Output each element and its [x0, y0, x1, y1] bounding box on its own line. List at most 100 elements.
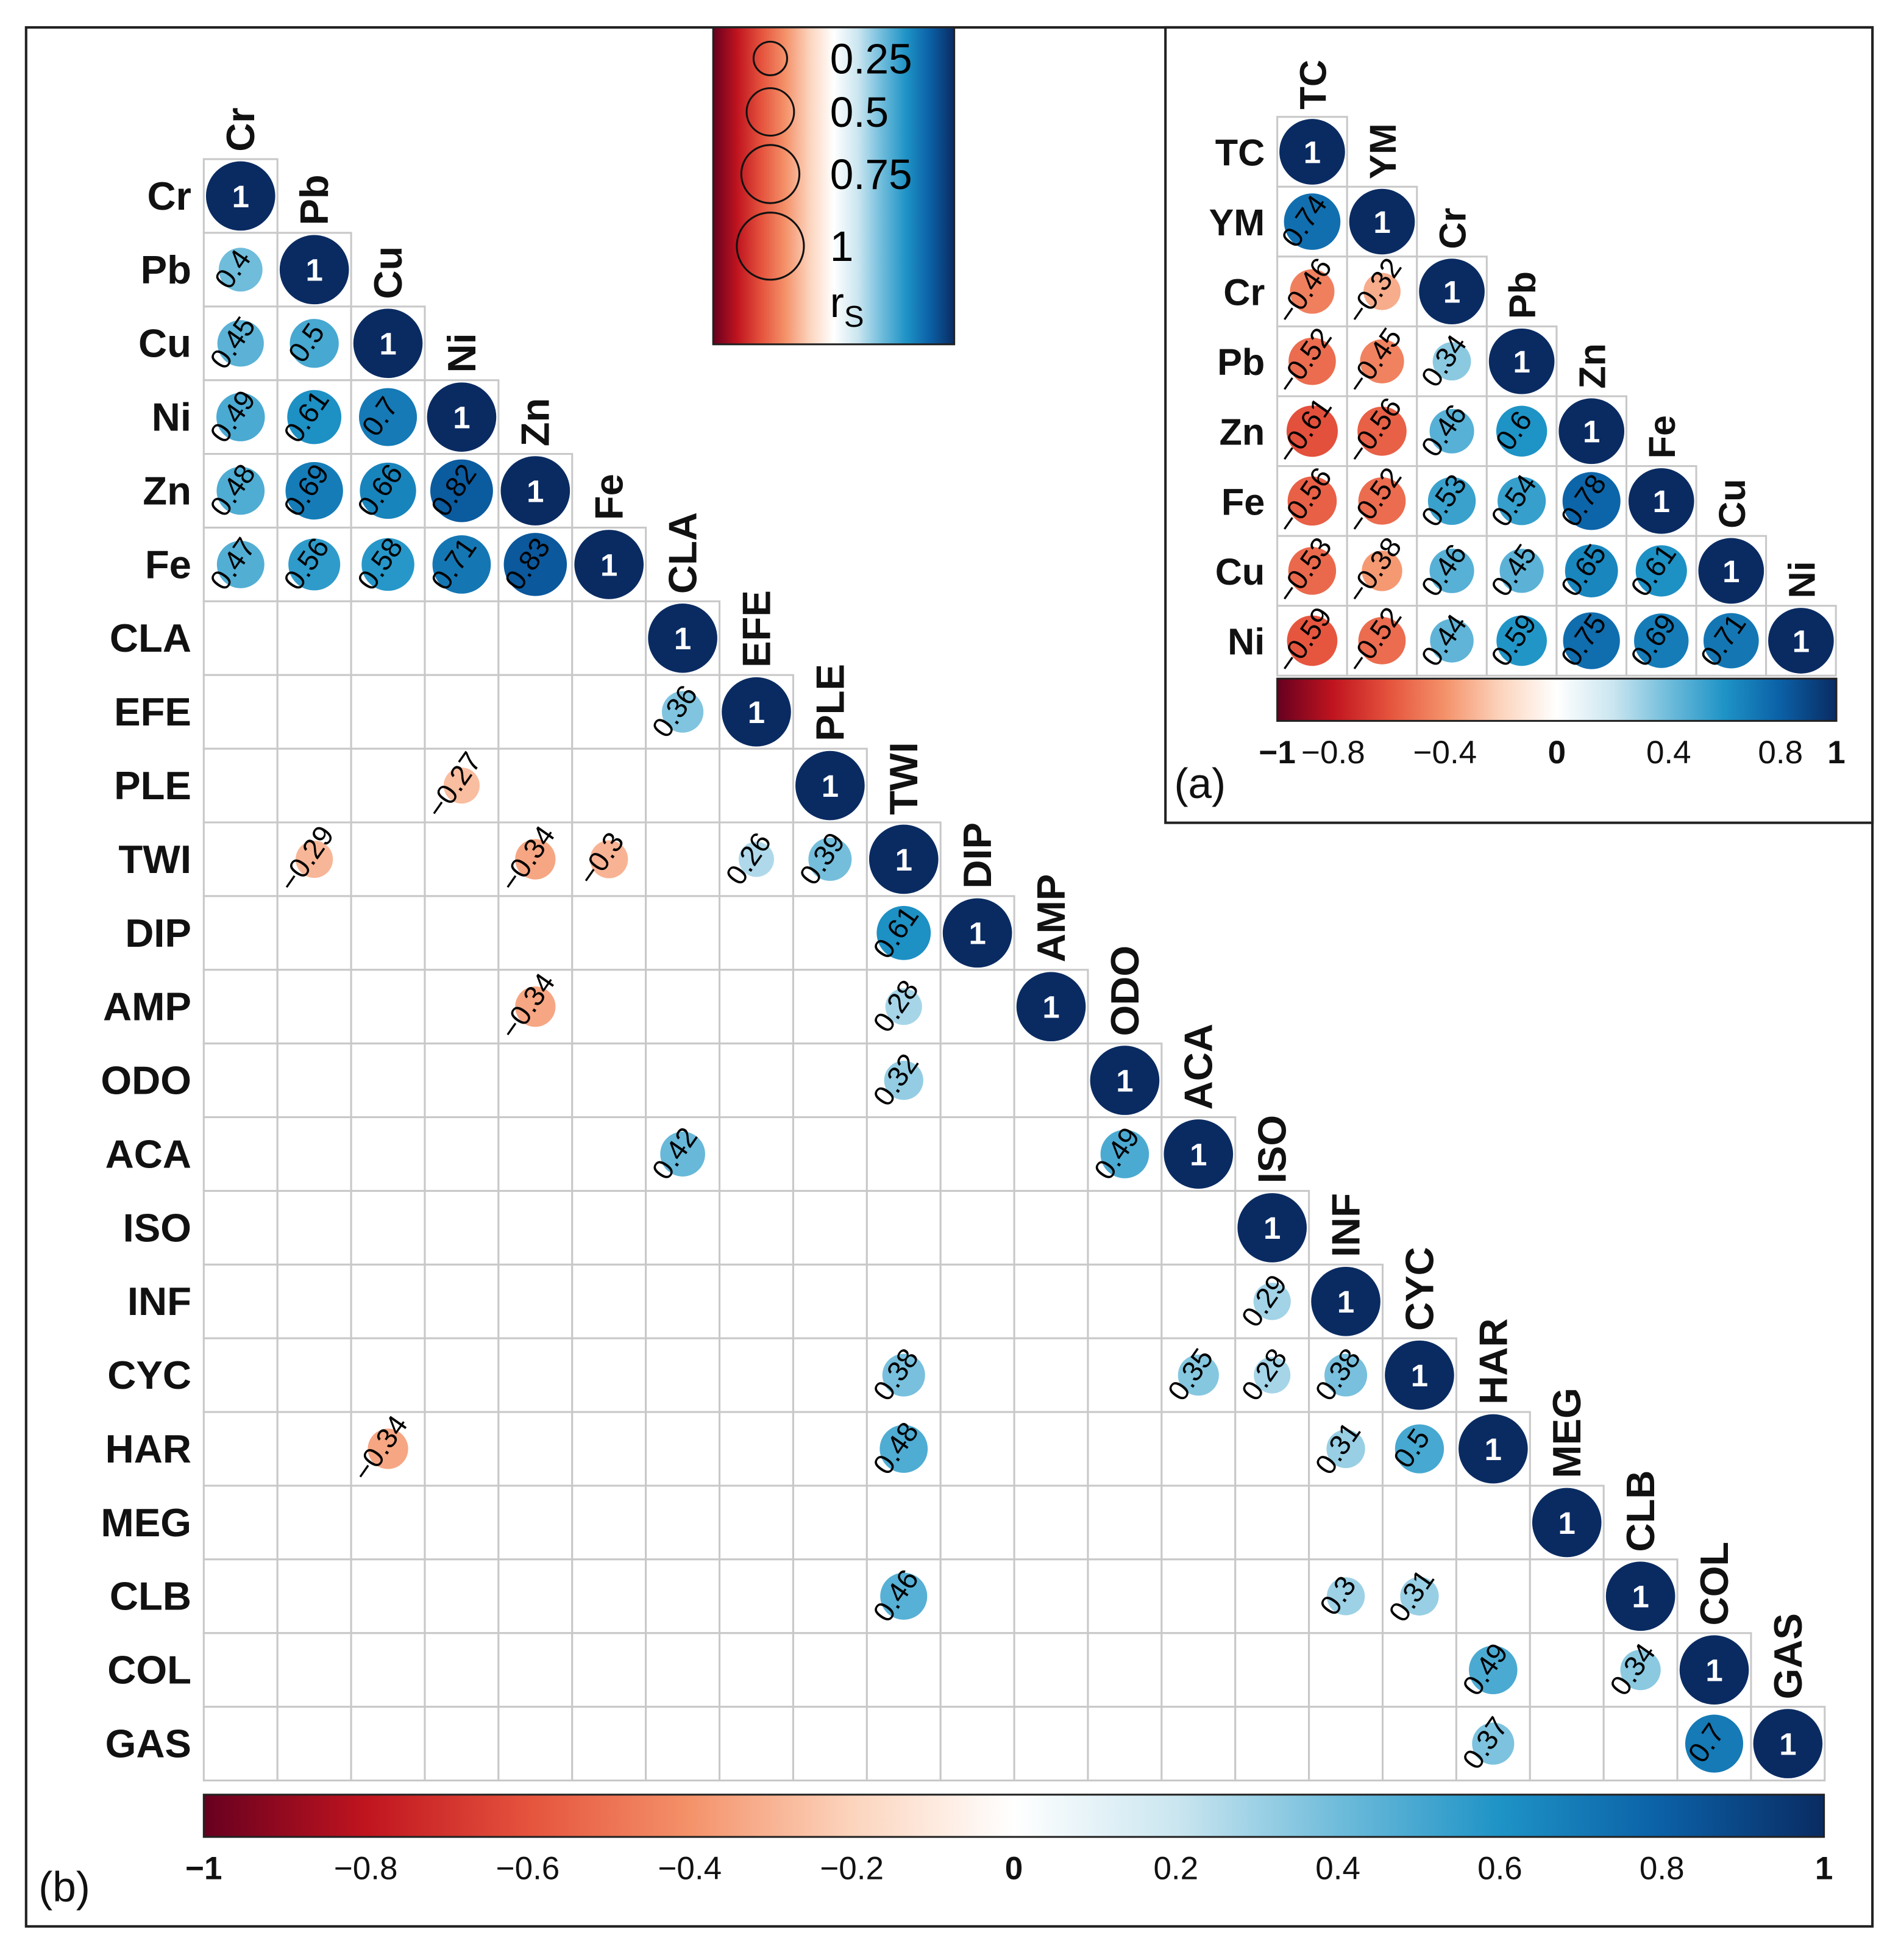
colorbar-tick-label: 0 [1005, 1850, 1023, 1886]
grid-cell [719, 1706, 794, 1782]
diagonal-circle [427, 382, 497, 452]
grid-cell [792, 1116, 868, 1192]
diagonal-value: 1 [1304, 135, 1321, 169]
size-legend-label: 0.25 [830, 35, 912, 82]
correlation-circle [1324, 1353, 1368, 1397]
colorbar-tick-label: −1 [1259, 735, 1295, 771]
colorbar-tick-label: 1 [1815, 1850, 1833, 1886]
grid-cell [571, 1189, 647, 1266]
grid-cell [424, 1116, 500, 1192]
row-label-twi: TWI [118, 837, 191, 882]
grid-cell [571, 969, 647, 1045]
panel-a-inset-correlation-matrix: TC TC YM YM Cr Cr Pb Pb Zn Zn Fe Fe Cu Cu Ni Ni 1 1 1 1 1 1 1 1… [1164, 26, 1874, 824]
diagonal-circle [1488, 328, 1555, 394]
correlation-circle [290, 319, 339, 368]
colorbar-tick-label: 0.8 [1640, 1850, 1685, 1886]
grid-cell [645, 969, 721, 1045]
correlation-circle [1498, 477, 1546, 526]
correlation-circle [1429, 408, 1474, 454]
column-label-cla: CLA [661, 512, 705, 594]
column-label-aca: ACA [1176, 1024, 1221, 1110]
grid-cell [202, 1411, 279, 1487]
colorbar-tick-label: 0.4 [1315, 1850, 1360, 1886]
grid-cell [424, 1263, 500, 1339]
grid-cell [792, 895, 868, 971]
row-label-ym: YM [1209, 202, 1265, 243]
grid-cell [350, 1706, 426, 1782]
grid-cell [645, 1484, 721, 1561]
correlation-circle [1326, 1577, 1365, 1616]
panel-label: (a) [1174, 760, 1226, 807]
grid-cell [571, 1632, 647, 1708]
grid-cell [424, 1632, 500, 1708]
grid-cell [497, 1042, 574, 1119]
column-label-iso: ISO [1250, 1115, 1295, 1183]
diagonal-circle [353, 308, 423, 379]
diagonal-circle [1768, 608, 1834, 674]
correlation-circle [1357, 406, 1407, 456]
grid-cell [792, 1263, 868, 1339]
colorbar-tick-label: −1 [185, 1850, 222, 1886]
grid-cell [865, 1116, 942, 1192]
diagonal-circle [1532, 1488, 1602, 1558]
grid-cell [276, 1042, 352, 1119]
grid-cell [497, 895, 574, 971]
grid-cell [719, 1263, 794, 1339]
grid-cell [497, 747, 574, 824]
grid-cell [202, 821, 279, 897]
row-label-gas: GAS [105, 1722, 191, 1766]
grid-cell [276, 1116, 352, 1192]
grid-cell [719, 895, 794, 971]
row-label-odo: ODO [101, 1058, 191, 1103]
grid-cell [350, 1116, 426, 1192]
grid-cell [276, 895, 352, 971]
diagonal-value: 1 [1558, 1506, 1576, 1541]
grid-cell [645, 747, 721, 824]
grid-cell [792, 1706, 868, 1782]
grid-cell [1308, 1706, 1384, 1782]
row-label-col: COL [107, 1648, 191, 1692]
row-label-ni: Ni [1228, 621, 1265, 662]
grid-cell [645, 1411, 721, 1487]
diagonal-value: 1 [1513, 344, 1530, 379]
grid-cell [276, 674, 352, 750]
grid-cell [350, 895, 426, 971]
correlation-circle [1100, 1130, 1149, 1178]
column-label-pb: Pb [292, 174, 336, 225]
grid-cell [424, 1337, 500, 1413]
grid-cell [276, 1632, 352, 1708]
colorbar-tick-label: −0.2 [820, 1850, 884, 1886]
row-label-cr: Cr [147, 174, 191, 218]
grid-cell [571, 1337, 647, 1413]
column-label-ni: Ni [1781, 561, 1822, 598]
size-legend-symbol-subscript: S [844, 301, 864, 333]
correlation-circle [288, 538, 341, 591]
size-legend-label: 0.5 [830, 88, 889, 136]
diagonal-circle [942, 898, 1012, 968]
correlation-circle [515, 839, 556, 880]
panel-label: (b) [38, 1863, 90, 1911]
diagonal-value: 1 [822, 769, 839, 804]
grid-cell [276, 600, 352, 676]
grid-cell [1087, 1484, 1163, 1561]
correlation-circle [880, 1572, 928, 1620]
row-label-zn: Zn [1220, 412, 1265, 453]
row-label-efe: EFE [114, 690, 191, 734]
column-label-odo: ODO [1103, 946, 1147, 1036]
grid-cell [1087, 1411, 1163, 1487]
diagonal-value: 1 [305, 253, 322, 288]
correlation-circle [1563, 612, 1620, 669]
correlation-circle [443, 768, 480, 804]
correlation-circle [1287, 476, 1337, 526]
grid-cell [719, 1411, 794, 1487]
grid-cell [571, 1411, 647, 1487]
correlation-circle [1178, 1355, 1219, 1396]
correlation-circle [515, 986, 556, 1027]
diagonal-value: 1 [1411, 1358, 1428, 1393]
grid-cell [276, 969, 352, 1045]
grid-cell [1234, 1411, 1310, 1487]
grid-cell [645, 1632, 721, 1708]
grid-cell [571, 600, 647, 676]
grid-cell [719, 1189, 794, 1266]
